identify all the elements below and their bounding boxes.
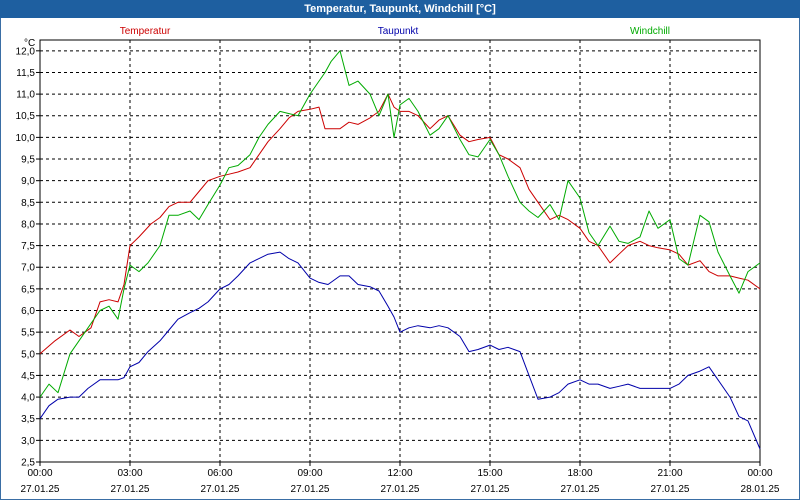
chart-area: 2,5 3,0 3,5 4,0 4,5 5,0 5,5 6,0 6,5 7,0 7,5 8,0 8,5 9… bbox=[16, 26, 780, 495]
y-tick-label: 3,5 bbox=[21, 414, 35, 425]
legend: Temperatur Taupunkt Windchill bbox=[120, 26, 670, 37]
x-tick-time-label: 00:00 bbox=[747, 468, 772, 479]
y-tick-label: 9,0 bbox=[21, 176, 35, 187]
y-axis-label: °C bbox=[24, 38, 35, 49]
x-axis-ticks: 00:00 27.01.25 03:00 27.01.25 06:00 27.01.25 0… bbox=[21, 462, 780, 495]
y-tick-label: 8,0 bbox=[21, 219, 35, 230]
x-tick-time-label: 21:00 bbox=[657, 468, 682, 479]
x-tick-date-label: 27.01.25 bbox=[381, 484, 420, 495]
series-line-temperatur bbox=[39, 93, 761, 355]
x-tick-date-label: 27.01.25 bbox=[111, 484, 150, 495]
y-axis-ticks: 2,5 3,0 3,5 4,0 4,5 5,0 5,5 6,0 6,5 7,0 7,5 8,0 8,5 9… bbox=[16, 46, 40, 469]
x-tick-time-label: 09:00 bbox=[297, 468, 322, 479]
series-line-windchill bbox=[39, 50, 761, 398]
y-tick-label: 4,0 bbox=[21, 393, 35, 404]
x-tick-time-label: 12:00 bbox=[387, 468, 412, 479]
y-tick-label: 6,0 bbox=[21, 306, 35, 317]
y-tick-label: 12,0 bbox=[16, 46, 36, 57]
x-tick-date-label: 27.01.25 bbox=[651, 484, 690, 495]
x-tick-time-label: 15:00 bbox=[477, 468, 502, 479]
x-tick-date-label: 27.01.25 bbox=[471, 484, 510, 495]
x-tick-time-label: 06:00 bbox=[207, 468, 232, 479]
y-tick-label: 6,5 bbox=[21, 284, 35, 295]
y-tick-label: 8,5 bbox=[21, 198, 35, 209]
x-tick-date-label: 27.01.25 bbox=[201, 484, 240, 495]
y-tick-label: 9,5 bbox=[21, 155, 35, 166]
y-tick-label: 5,0 bbox=[21, 349, 35, 360]
series-lines bbox=[39, 50, 761, 450]
y-tick-label: 11,5 bbox=[16, 68, 35, 79]
y-tick-label: 10,0 bbox=[16, 133, 36, 144]
legend-taupunkt: Taupunkt bbox=[378, 26, 419, 37]
legend-windchill: Windchill bbox=[630, 26, 670, 37]
series-line-taupunkt bbox=[39, 251, 761, 450]
y-tick-label: 7,0 bbox=[21, 263, 35, 274]
x-tick-time-label: 03:00 bbox=[117, 468, 142, 479]
y-tick-label: 10,5 bbox=[16, 111, 36, 122]
x-tick-time-label: 18:00 bbox=[567, 468, 592, 479]
legend-temperatur: Temperatur bbox=[120, 26, 171, 37]
y-tick-label: 3,0 bbox=[21, 436, 35, 447]
x-tick-date-label: 27.01.25 bbox=[21, 484, 60, 495]
grid bbox=[40, 40, 760, 463]
y-tick-label: 7,5 bbox=[21, 241, 35, 252]
y-tick-label: 5,5 bbox=[21, 328, 35, 339]
x-tick-date-label: 27.01.25 bbox=[291, 484, 330, 495]
window-title: Temperatur, Taupunkt, Windchill [°C] bbox=[0, 0, 800, 18]
y-tick-label: 2,5 bbox=[21, 458, 35, 469]
x-tick-date-label: 27.01.25 bbox=[561, 484, 600, 495]
y-tick-label: 4,5 bbox=[21, 371, 35, 382]
x-tick-time-label: 00:00 bbox=[27, 468, 52, 479]
x-tick-date-label: 28.01.25 bbox=[741, 484, 780, 495]
y-tick-label: 11,0 bbox=[16, 90, 35, 101]
